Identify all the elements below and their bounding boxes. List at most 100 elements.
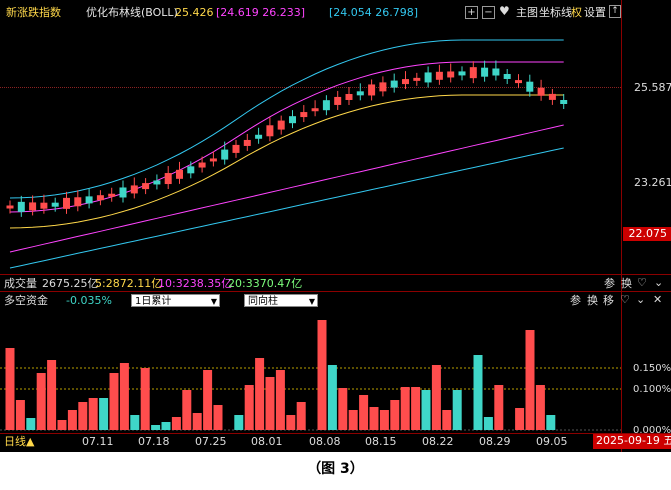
candle-body: [63, 197, 70, 209]
fund-bar: [265, 377, 275, 430]
accumulate-select-value: 1日累计: [135, 296, 172, 307]
candle-body: [345, 93, 353, 100]
fund-panel-bottom: [0, 433, 671, 434]
fund-bar: [213, 405, 223, 430]
fund-bar: [78, 402, 88, 430]
index-name: 新涨跌指数: [6, 6, 61, 19]
fund-bar: [494, 385, 504, 430]
candle-body: [164, 173, 172, 185]
volume-switch-button[interactable]: 换: [621, 277, 632, 290]
fund-bar: [421, 390, 431, 430]
chevron-down-icon: ▼: [210, 297, 217, 306]
period-selector[interactable]: 日线▲: [4, 435, 35, 448]
candle-body: [153, 180, 161, 185]
candle-body: [119, 187, 127, 198]
indicator-name[interactable]: 优化布林线(BOLL): [86, 6, 178, 19]
boll-upper-line: [9, 61, 564, 213]
boll-mid-value: 25.426: [175, 6, 214, 19]
fund-bar: [327, 365, 337, 430]
fund-bar: [151, 425, 161, 430]
minus-icon[interactable]: −: [482, 6, 495, 19]
candle-body: [402, 79, 409, 85]
fund-bar: [244, 385, 254, 430]
heart-icon[interactable]: ♡: [637, 276, 647, 289]
fund-bar: [390, 400, 400, 430]
fund-bar: [130, 415, 140, 430]
accumulate-select[interactable]: 1日累计 ▼: [131, 294, 220, 307]
candle-body: [130, 185, 138, 194]
boll-candle-chart: [6, 39, 568, 269]
right-frame: [621, 0, 622, 452]
candle-body: [74, 197, 82, 207]
candle-body: [458, 71, 466, 76]
candle-body: [187, 166, 195, 174]
heart-icon[interactable]: ♥: [499, 4, 510, 18]
add-icon[interactable]: +: [465, 6, 478, 19]
candle-body: [311, 108, 319, 112]
candle-body: [447, 71, 455, 78]
chart-window: 新涨跌指数 优化布林线(BOLL) 25.426 [24.619 26.233]…: [0, 0, 671, 452]
fund-bar: [359, 395, 369, 430]
fund-bar: [88, 398, 98, 430]
fund-value: -0.035%: [66, 294, 112, 307]
boll-upper-value: [24.619 26.233]: [216, 6, 306, 19]
candle-body: [379, 82, 387, 92]
candle-body: [108, 193, 116, 197]
boll-mid-line: [9, 94, 564, 229]
figure-caption: （图 3）: [307, 461, 364, 477]
fund-bar: [255, 358, 265, 430]
candle-body: [526, 81, 534, 92]
candle-body: [198, 162, 206, 168]
fund-bar: [400, 387, 410, 430]
fund-bar: [452, 390, 462, 430]
fund-bar: [234, 415, 244, 430]
fund-bar: [296, 402, 306, 430]
volume-ma10: 10:3238.35亿: [158, 277, 233, 290]
candle-body: [266, 125, 274, 137]
fund-bar: [192, 413, 202, 430]
fund-bar: [119, 363, 129, 430]
boll-lower-value: [24.054 26.798]: [329, 6, 419, 19]
fund-bar: [67, 410, 77, 430]
candle-body: [390, 80, 398, 88]
right-label[interactable]: 权: [571, 6, 582, 19]
date-tick-label: 08.22: [422, 435, 454, 448]
upload-icon[interactable]: ↑: [609, 5, 621, 18]
price-ref-line: [0, 87, 621, 88]
fund-bar: [161, 422, 171, 430]
candle-body: [85, 196, 93, 204]
date-tick-label: 08.08: [309, 435, 341, 448]
candle-body: [503, 73, 511, 79]
coord-line-button[interactable]: 坐标线: [539, 6, 572, 19]
volume-ma20: 20:3370.47亿: [228, 277, 303, 290]
bar-mode-select[interactable]: 同向柱 ▼: [244, 294, 318, 307]
fund-bar: [109, 373, 119, 430]
fund-switch-button[interactable]: 换: [587, 294, 598, 307]
candle-body: [492, 68, 500, 76]
candle-body: [232, 144, 240, 153]
main-chart-button[interactable]: 主图: [516, 6, 538, 19]
fund-bar: [442, 410, 452, 430]
candle-body: [96, 195, 104, 201]
settings-button[interactable]: 设置: [584, 6, 606, 19]
fund-bar: [379, 410, 389, 430]
heart-icon[interactable]: ♡: [620, 293, 630, 306]
fund-bar: [203, 370, 213, 430]
boll-outer-upper-line: [9, 39, 564, 199]
candle-body: [368, 84, 376, 96]
candle-body: [481, 67, 489, 77]
fund-label: 多空资金: [4, 294, 48, 307]
volume-param-button[interactable]: 参: [604, 277, 615, 290]
chevron-down-icon[interactable]: ⌄: [636, 293, 646, 306]
date-tick-label: 07.11: [82, 435, 114, 448]
candle-body: [17, 201, 25, 212]
fund-param-button[interactable]: 参: [570, 294, 581, 307]
chevron-down-icon[interactable]: ⌄: [654, 276, 664, 289]
candle-body: [537, 87, 545, 96]
date-tick-label: 08.01: [251, 435, 283, 448]
fund-move-button[interactable]: 移: [603, 294, 614, 307]
candle-body: [356, 91, 364, 96]
fund-bar: [483, 417, 493, 430]
price-label-mid: 23.261: [634, 176, 671, 189]
close-icon[interactable]: ✕: [653, 293, 663, 306]
